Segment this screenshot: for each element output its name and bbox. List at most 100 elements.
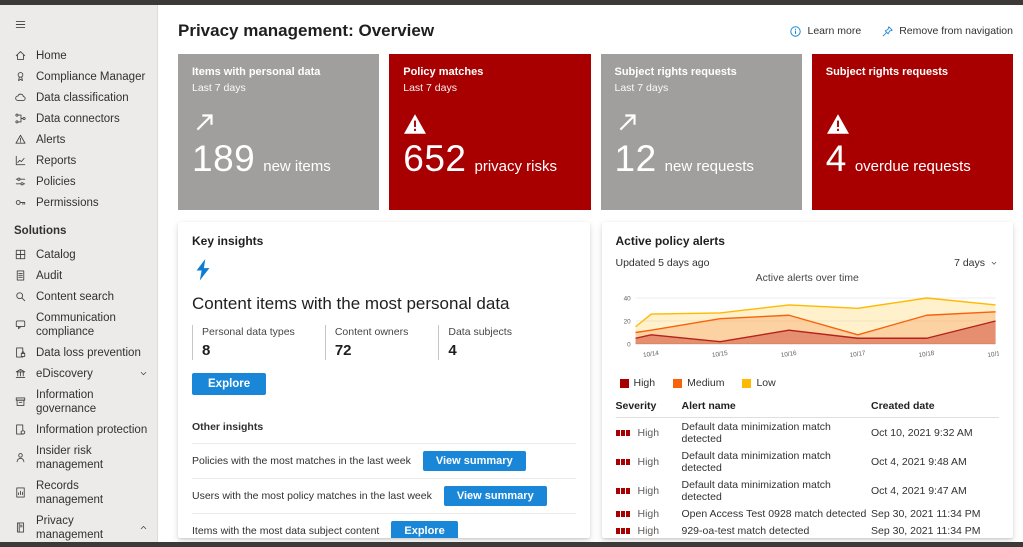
lightning-bolt-icon [196, 259, 210, 281]
sidebar-item-communication-compliance[interactable]: Communication compliance [0, 307, 157, 342]
warning-icon [826, 114, 849, 134]
alert-name-cell: 929-oa-test match detected [681, 525, 810, 538]
severity-indicator-icon [615, 429, 620, 436]
alert-table-row[interactable]: High Default data minimization match dete… [615, 447, 1000, 476]
hamburger-menu-button[interactable] [0, 13, 157, 45]
svg-text:20: 20 [623, 318, 630, 325]
alert-table-row[interactable]: High Default data minimization match dete… [615, 476, 1000, 505]
home-icon [15, 51, 26, 60]
sidebar-item-ediscovery[interactable]: eDiscovery [0, 363, 157, 384]
chevron-down-icon [140, 372, 147, 376]
key-insights-stats: Personal data types 8 Content owners 72 … [192, 325, 576, 360]
learn-more-link[interactable]: Learn more [789, 25, 861, 38]
card-items-with-personal-data[interactable]: Items with personal data Last 7 days 189… [178, 54, 380, 210]
severity-cell: High [615, 427, 682, 439]
chart-title: Active alerts over time [755, 272, 859, 284]
compliance-manager-icon [17, 72, 24, 82]
permissions-icon [15, 200, 26, 205]
page-title: Privacy management: Overview [178, 21, 435, 40]
sidebar-item-compliance-manager[interactable]: Compliance Manager [0, 66, 157, 87]
sidebar-item-data-classification[interactable]: Data classification [0, 87, 157, 108]
sidebar-item-label: Insider risk management [36, 444, 104, 471]
other-insights-label: Other insights [192, 421, 264, 433]
sidebar-item-home[interactable]: Home [0, 45, 157, 66]
legend-low: Low [742, 377, 776, 389]
sidebar-item-audit[interactable]: Audit [0, 265, 157, 286]
sidebar-item-label: Information protection [36, 423, 148, 436]
content-search-icon [16, 292, 26, 302]
alert-table-row[interactable]: High Default data minimization match dete… [615, 418, 1000, 447]
alerts-table-body: High Default data minimization match dete… [615, 418, 1000, 538]
sidebar-item-insider-risk-management[interactable]: Insider risk management [0, 440, 157, 475]
sidebar-item-catalog[interactable]: Catalog [0, 244, 157, 265]
svg-text:40: 40 [623, 295, 630, 302]
sidebar-item-permissions[interactable]: Permissions [0, 192, 157, 213]
records-management-icon [16, 487, 25, 498]
sidebar-item-label: Data connectors [36, 112, 120, 125]
information-governance-icon [15, 397, 26, 406]
sidebar-item-data-connectors[interactable]: Data connectors [0, 108, 157, 129]
card-subject-rights-requests-overdue[interactable]: Subject rights requests 4 overdue request… [811, 54, 1013, 210]
alert-name-cell: Open Access Test 0928 match detected [681, 508, 867, 521]
alerts-table-header: Severity Alert name Created date [615, 396, 999, 418]
created-date-cell: Sep 30, 2021 11:34 PM [871, 525, 981, 538]
sidebar-item-label: Data loss prevention [36, 346, 141, 359]
stat-data-subjects: Data subjects 4 [438, 325, 542, 360]
sidebar-nav: Home Compliance Manager Data classificatio… [0, 45, 157, 213]
warning-icon [404, 114, 427, 134]
alert-table-row[interactable]: High Open Access Test 0928 match detected… [615, 506, 1000, 523]
time-range-dropdown[interactable]: 7 days [954, 257, 999, 269]
alerts-icon [15, 134, 26, 144]
bottom-chrome-bar [0, 542, 1023, 547]
sidebar-item-label: Compliance Manager [36, 70, 146, 83]
sidebar-item-information-governance[interactable]: Information governance [0, 384, 157, 419]
alert-table-row[interactable]: High 929-oa-test match detected Sep 30, 20… [615, 523, 1000, 538]
sidebar-item-label: Reports [36, 154, 77, 167]
sidebar-item-records-management[interactable]: Records management [0, 475, 157, 510]
legend-high: High [619, 377, 655, 389]
info-icon [790, 25, 802, 37]
sidebar-item-data-loss-prevention[interactable]: Data loss prevention [0, 342, 157, 363]
sidebar-item-information-protection[interactable]: Information protection [0, 419, 157, 440]
sidebar-item-label: Policies [36, 175, 76, 188]
created-date-cell: Sep 30, 2021 11:34 PM [871, 508, 981, 521]
data-loss-prevention-icon [16, 347, 26, 358]
legend-medium: Medium [673, 377, 724, 389]
sidebar-item-label: Audit [36, 269, 63, 282]
communication-compliance-icon [15, 320, 26, 330]
insight-row-items: Items with the most data subject content… [192, 514, 576, 538]
reports-icon [15, 155, 26, 166]
explore-button[interactable]: Explore [192, 373, 267, 395]
sidebar-item-alerts[interactable]: Alerts [0, 129, 157, 150]
card-subject-rights-requests-new[interactable]: Subject rights requests Last 7 days 12 ne… [600, 54, 802, 210]
left-nav-sidebar: Home Compliance Manager Data classificatio… [0, 5, 158, 547]
view-summary-button[interactable]: View summary [422, 451, 526, 471]
svg-text:10/16: 10/16 [780, 350, 797, 359]
view-summary-button[interactable]: View summary [443, 486, 547, 506]
created-date-cell: Oct 4, 2021 9:47 AM [871, 484, 967, 497]
severity-cell: High [615, 525, 682, 537]
catalog-icon [15, 249, 26, 260]
sidebar-item-label: Alerts [36, 133, 66, 146]
trend-up-icon [619, 114, 636, 131]
severity-indicator-icon [615, 511, 620, 518]
remove-from-navigation-link[interactable]: Remove from navigation [881, 25, 1013, 38]
sidebar-item-content-search[interactable]: Content search [0, 286, 157, 307]
audit-icon [16, 270, 25, 281]
explore-button[interactable]: Explore [391, 521, 458, 538]
privacy-management-icon [16, 522, 25, 533]
sidebar-item-privacy-management[interactable]: Privacy management [0, 510, 157, 545]
legend-swatch-high [619, 378, 629, 388]
created-date-cell: Oct 10, 2021 9:32 AM [871, 426, 973, 439]
sidebar-item-reports[interactable]: Reports [0, 150, 157, 171]
card-policy-matches[interactable]: Policy matches Last 7 days 652 privacy ri… [389, 54, 591, 210]
alert-name-cell: Default data minimization match detected [681, 449, 831, 474]
severity-indicator-icon [615, 487, 620, 494]
svg-text:0: 0 [627, 341, 631, 348]
severity-cell: High [615, 508, 682, 520]
chevron-up-icon [140, 526, 147, 530]
legend-swatch-low [742, 378, 752, 388]
sidebar-item-label: Data classification [36, 91, 129, 104]
sidebar-item-label: Information governance [36, 388, 97, 415]
sidebar-item-policies[interactable]: Policies [0, 171, 157, 192]
